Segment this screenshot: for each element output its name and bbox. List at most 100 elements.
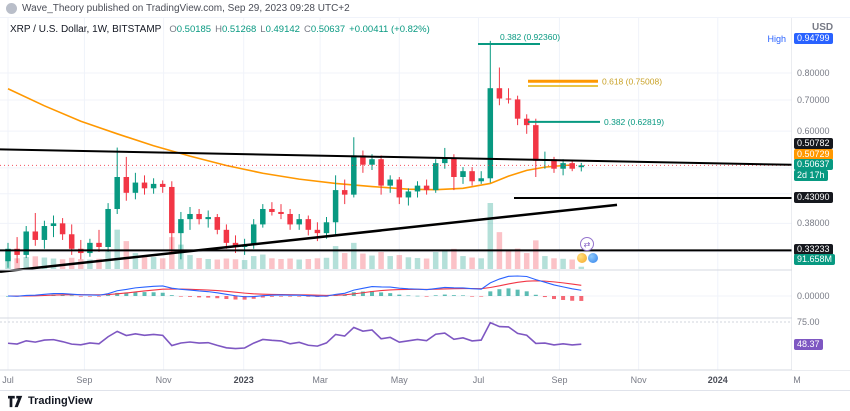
- volume-bar: [205, 259, 211, 269]
- emoji-stickers[interactable]: [576, 253, 598, 263]
- candle-body: [405, 191, 412, 198]
- publisher-avatar: [6, 3, 17, 14]
- volume-bar: [23, 257, 29, 269]
- publisher-text: Wave_Theory published on TradingView.com…: [22, 3, 350, 14]
- macd-histogram-bar: [197, 296, 202, 298]
- symbol-title[interactable]: XRP / U.S. Dollar, 1W, BITSTAMP: [10, 24, 162, 35]
- volume-bar: [223, 258, 230, 269]
- volume-bar: [378, 252, 384, 269]
- macd-histogram-bar: [442, 294, 447, 296]
- macd-histogram-bar: [69, 295, 74, 297]
- change-value: +0.00411 (+0.82%): [349, 24, 430, 35]
- tradingview-logo-icon[interactable]: [8, 395, 23, 408]
- volume-bar: [241, 260, 248, 269]
- volume-bar: [578, 266, 585, 269]
- volume-bar: [87, 259, 93, 269]
- macd-histogram-bar: [142, 292, 147, 296]
- fib-label[interactable]: 0.618 (0.75008): [602, 76, 662, 86]
- candle-body: [505, 98, 512, 100]
- candle-body: [105, 208, 111, 247]
- volume-bar: [405, 257, 412, 269]
- macd-histogram-bar: [306, 296, 311, 297]
- volume-bar: [442, 251, 448, 269]
- candle-body: [41, 226, 48, 240]
- candle-body: [351, 155, 357, 195]
- rsi-value-tag: 48.37: [794, 338, 823, 350]
- candle-body: [278, 211, 284, 214]
- macd-histogram-bar: [451, 295, 456, 296]
- resistance-trendline[interactable]: [0, 148, 793, 166]
- price-axis[interactable]: 0.80000 0.70000 0.60000 0.38000 0.50782 0.507…: [792, 18, 850, 370]
- macd-histogram-bar: [188, 296, 192, 297]
- time-axis-label: Sep: [551, 375, 567, 385]
- chart-canvas[interactable]: 0.382 (0.92360) 0.618 (0.75008) 0.382 (0.6…: [0, 18, 850, 390]
- volume-bar: [278, 259, 284, 269]
- candle-body: [96, 242, 102, 247]
- candle-body: [432, 163, 439, 191]
- candle-body: [578, 165, 585, 168]
- volume-bar: [396, 255, 403, 269]
- macd-histogram-bar: [497, 289, 502, 296]
- high-price-tag: 0.94799: [794, 32, 833, 44]
- candle-body: [32, 231, 39, 240]
- volume-bar: [341, 253, 348, 269]
- candle-body: [214, 217, 221, 230]
- time-axis-label: Jul: [2, 375, 14, 385]
- candle-body: [150, 183, 157, 189]
- volume-bar: [451, 248, 457, 269]
- water-droplets-emoji-sticker[interactable]: [587, 253, 598, 263]
- macd-histogram-bar: [115, 292, 120, 296]
- fib-label[interactable]: 0.382 (0.92360): [500, 32, 560, 42]
- candle-body: [387, 179, 393, 186]
- candle-body: [114, 177, 120, 209]
- candle-body: [442, 158, 448, 164]
- candle-body: [269, 208, 275, 212]
- volume-bar: [150, 257, 157, 269]
- candle-body: [323, 222, 330, 234]
- chart-area: 0.382 (0.92360) 0.618 (0.75008) 0.382 (0.6…: [0, 18, 850, 390]
- laughing-face-emoji-sticker[interactable]: [576, 253, 587, 263]
- volume-bar: [351, 242, 357, 269]
- macd-histogram-bar: [206, 296, 211, 298]
- time-axis-label: Mar: [312, 375, 328, 385]
- macd-histogram-bar: [242, 296, 247, 300]
- candle-body: [250, 224, 257, 245]
- volume-bar: [542, 256, 548, 269]
- rsi-line[interactable]: [7, 321, 582, 350]
- volume-bar: [114, 229, 120, 269]
- macd-signal-line[interactable]: [7, 280, 582, 297]
- sticker-group[interactable]: ⇄: [572, 237, 602, 263]
- price-axis-label: 0.70000: [797, 94, 830, 105]
- time-axis-label: Sep: [76, 375, 92, 385]
- arrows-circle-badge[interactable]: ⇄: [580, 237, 594, 251]
- price-tag: 0.33233: [794, 244, 833, 256]
- candle-body: [59, 223, 66, 235]
- candle-body: [314, 229, 321, 234]
- volume-bar: [432, 252, 439, 269]
- macd-histogram-bar: [233, 296, 238, 300]
- candle-body: [87, 242, 93, 254]
- candle-body: [487, 88, 494, 179]
- swap-arrows-icon: ⇄: [583, 239, 591, 249]
- macd-histogram-bar: [288, 296, 293, 297]
- time-axis-label: Jul: [473, 375, 485, 385]
- bar-countdown-tag: 2d 17h: [794, 169, 828, 181]
- volume-bar: [41, 257, 48, 269]
- volume-bar: [269, 258, 275, 269]
- candle-body: [551, 159, 557, 169]
- candle-body: [569, 163, 575, 169]
- macd-histogram-bar: [461, 295, 465, 296]
- candle-body: [496, 88, 503, 99]
- volume-bar: [141, 256, 148, 269]
- volume-bar: [250, 256, 257, 269]
- tradingview-brand[interactable]: TradingView: [28, 395, 93, 407]
- macd-histogram-bar: [579, 296, 584, 301]
- candle-body: [469, 171, 475, 182]
- ascending-support-trendline[interactable]: [0, 203, 618, 273]
- candle-body: [423, 185, 430, 191]
- candle-body: [341, 190, 348, 195]
- macd-line[interactable]: [7, 275, 582, 298]
- fib-label[interactable]: 0.382 (0.62819): [604, 117, 664, 127]
- open-label: O: [169, 24, 177, 35]
- volume-bar: [514, 248, 521, 269]
